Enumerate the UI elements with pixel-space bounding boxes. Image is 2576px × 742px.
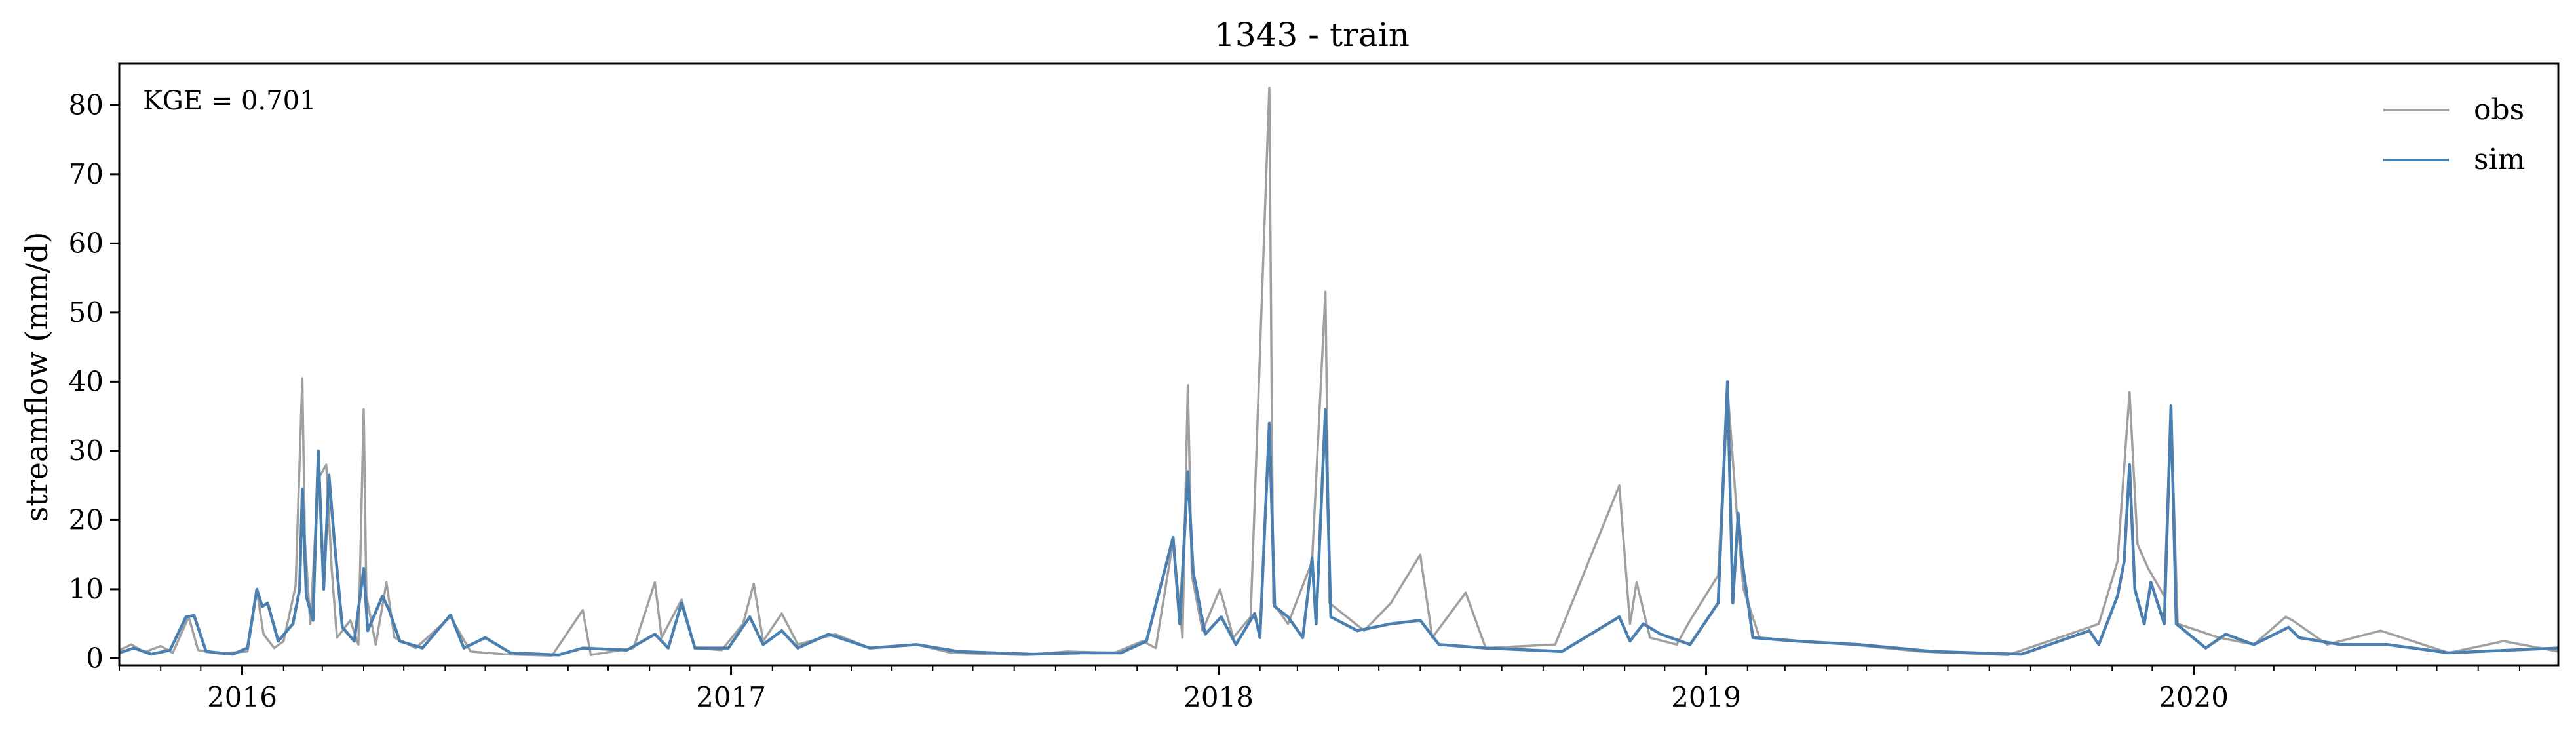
y-tick-label: 40 [69, 365, 104, 397]
y-tick-label: 10 [69, 573, 104, 605]
legend-label-obs: obs [2474, 93, 2524, 127]
chart-title: 1343 - train [1214, 16, 1410, 54]
x-tick-label: 2016 [207, 681, 277, 713]
x-axis-ticks: 2016 2017 2018 2019 2020 [119, 665, 2520, 713]
legend: obs sim [2383, 93, 2525, 176]
y-tick-label: 20 [69, 503, 104, 536]
legend-label-sim: sim [2474, 143, 2525, 176]
x-tick-label: 2018 [1183, 681, 1254, 713]
x-tick-label: 2017 [696, 681, 766, 713]
series-line-sim [119, 380, 2559, 657]
x-tick-label: 2019 [1671, 681, 1741, 713]
y-tick-label: 70 [69, 158, 104, 190]
plot-series [119, 87, 2559, 657]
y-axis-ticks: 0 10 20 30 40 50 60 70 80 [69, 88, 119, 674]
kge-annotation: KGE = 0.701 [143, 86, 317, 116]
y-tick-label: 80 [69, 88, 104, 121]
plot-frame [118, 62, 2560, 667]
y-tick-label: 30 [69, 435, 104, 467]
y-tick-label: 60 [69, 227, 104, 259]
y-tick-label: 50 [69, 296, 104, 328]
x-tick-label: 2020 [2159, 681, 2229, 713]
series-line-obs [119, 87, 2559, 657]
y-tick-label: 0 [86, 642, 104, 674]
y-axis-label: streamflow (mm/d) [19, 232, 54, 522]
